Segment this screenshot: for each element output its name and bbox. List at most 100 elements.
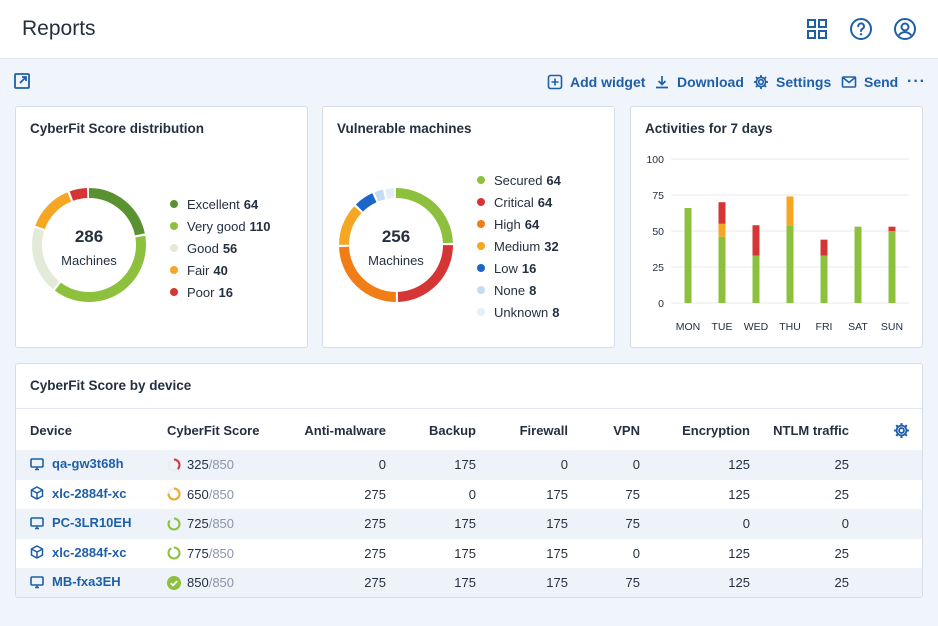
send-button[interactable]: Send (841, 73, 898, 91)
activities-title: Activities for 7 days (645, 121, 773, 136)
device-name[interactable]: PC-3LR10EH (52, 515, 132, 530)
legend-dot (477, 264, 485, 272)
table-row[interactable]: xlc-2884f-xc 775/850 275 175 175 0 125 25 (16, 539, 922, 569)
column-settings-gear-icon[interactable] (893, 422, 910, 439)
bar-sat-series-0 (854, 226, 862, 303)
help-icon[interactable] (849, 17, 873, 41)
x-tick-label: FRI (816, 321, 833, 333)
device-link[interactable]: qa-gw3t68h (30, 456, 124, 471)
more-menu-button[interactable]: ··· (907, 73, 926, 90)
bar-thu-series-1 (786, 196, 794, 226)
cyberfit-legend-item: Very good 110 (170, 215, 271, 237)
legend-value: 8 (529, 282, 537, 298)
encryption-cell: 0 (742, 516, 750, 531)
vulnerable-donut-center: 256 Machines (336, 227, 456, 268)
grid-icon[interactable] (805, 17, 829, 41)
vulnerable-legend-item: High 64 (477, 213, 561, 235)
bar-sun-series-0 (888, 231, 896, 303)
settings-button[interactable]: Settings (753, 73, 831, 91)
cyberfit-legend-item: Poor 16 (170, 281, 271, 303)
firewall-cell: 0 (560, 457, 568, 472)
cyberfit-legend-item: Fair 40 (170, 259, 271, 281)
x-tick-label: WED (744, 321, 769, 333)
table-row[interactable]: PC-3LR10EH 725/850 275 175 175 75 0 0 (16, 509, 922, 539)
monitor-icon (30, 516, 44, 529)
legend-value: 16 (521, 260, 537, 276)
device-link[interactable]: xlc-2884f-xc (30, 545, 126, 560)
score-ring-icon (167, 487, 181, 501)
anti-malware-cell: 0 (378, 457, 386, 472)
legend-dot (170, 222, 178, 230)
legend-label: Critical (494, 194, 534, 210)
legend-value: 64 (524, 216, 540, 232)
device-name[interactable]: qa-gw3t68h (52, 456, 124, 471)
legend-dot (477, 308, 485, 316)
encryption-cell: 125 (728, 486, 750, 502)
legend-label: High (494, 216, 521, 232)
firewall-cell: 175 (546, 545, 568, 561)
cyberfit-score-cell: 650/850 (167, 487, 234, 502)
vulnerable-segment-secured (339, 188, 453, 302)
expand-icon[interactable] (13, 72, 31, 90)
bar-tue-series-0 (718, 236, 726, 303)
y-tick-label: 100 (646, 154, 664, 166)
score-value: 850/850 (187, 575, 235, 590)
backup-cell: 175 (454, 457, 476, 472)
col-ntlm-traffic[interactable]: NTLM traffic (773, 423, 849, 438)
legend-label: Excellent (187, 196, 240, 212)
legend-value: 8 (552, 304, 560, 320)
bar-wed-series-0 (752, 255, 760, 303)
col-firewall[interactable]: Firewall (519, 423, 568, 438)
table-row[interactable]: qa-gw3t68h 325/850 0 175 0 0 125 25 (16, 450, 922, 480)
col-vpn[interactable]: VPN (613, 423, 640, 438)
device-name[interactable]: xlc-2884f-xc (52, 544, 127, 560)
legend-label: Good (187, 240, 219, 256)
firewall-cell: 175 (546, 575, 568, 590)
ntlm-traffic-cell: 25 (834, 486, 849, 502)
vulnerable-legend-item: Low 16 (477, 257, 561, 279)
col-cyberfit-score[interactable]: CyberFit Score (167, 423, 260, 438)
vpn-cell: 75 (625, 486, 640, 502)
check-circle-icon (167, 575, 181, 590)
device-link[interactable]: MB-fxa3EH (30, 574, 121, 589)
device-name[interactable]: xlc-2884f-xc (52, 485, 127, 501)
bar-wed-series-2 (752, 225, 760, 256)
legend-dot (170, 200, 178, 208)
ntlm-traffic-cell: 25 (834, 545, 849, 561)
cyberfit-segment-good (32, 188, 146, 302)
device-link[interactable]: xlc-2884f-xc (30, 486, 126, 501)
col-device[interactable]: Device (30, 423, 72, 438)
y-tick-label: 50 (652, 226, 664, 238)
x-tick-label: SAT (848, 321, 868, 333)
score-value: 725/850 (187, 516, 235, 531)
legend-dot (477, 286, 485, 294)
monitor-icon (30, 457, 44, 470)
cyberfit-legend-item: Good 56 (170, 237, 271, 259)
vulnerable-legend-item: None 8 (477, 279, 561, 301)
legend-label: Low (494, 260, 518, 276)
col-encryption[interactable]: Encryption (682, 423, 750, 438)
col-backup[interactable]: Backup (429, 423, 476, 438)
anti-malware-cell: 275 (364, 545, 386, 561)
x-tick-label: TUE (712, 321, 733, 333)
device-link[interactable]: PC-3LR10EH (30, 515, 131, 530)
legend-label: Unknown (494, 304, 549, 320)
top-bar: Reports (0, 0, 938, 59)
vpn-cell: 75 (625, 516, 640, 531)
settings-label: Settings (776, 74, 832, 90)
cyberfit-donut-center: 286 Machines (29, 227, 149, 268)
legend-value: 64 (546, 172, 561, 188)
col-anti-malware[interactable]: Anti-malware (304, 423, 386, 438)
user-icon[interactable] (893, 17, 917, 41)
legend-label: None (494, 282, 526, 298)
add-widget-label: Add widget (570, 74, 646, 90)
download-button[interactable]: Download (654, 73, 744, 91)
table-row[interactable]: xlc-2884f-xc 650/850 275 0 175 75 125 25 (16, 480, 922, 510)
bar-fri-series-2 (820, 239, 828, 256)
cyberfit-score-cell: 850/850 (167, 575, 234, 590)
cyberfit-distribution-card: CyberFit Score distribution 286 Machines… (15, 106, 308, 348)
add-widget-button[interactable]: Add widget (547, 73, 645, 91)
device-name[interactable]: MB-fxa3EH (52, 574, 121, 589)
table-row[interactable]: MB-fxa3EH 850/850 275 175 175 75 125 25 (16, 568, 922, 597)
vulnerable-total: 256 (381, 227, 411, 246)
